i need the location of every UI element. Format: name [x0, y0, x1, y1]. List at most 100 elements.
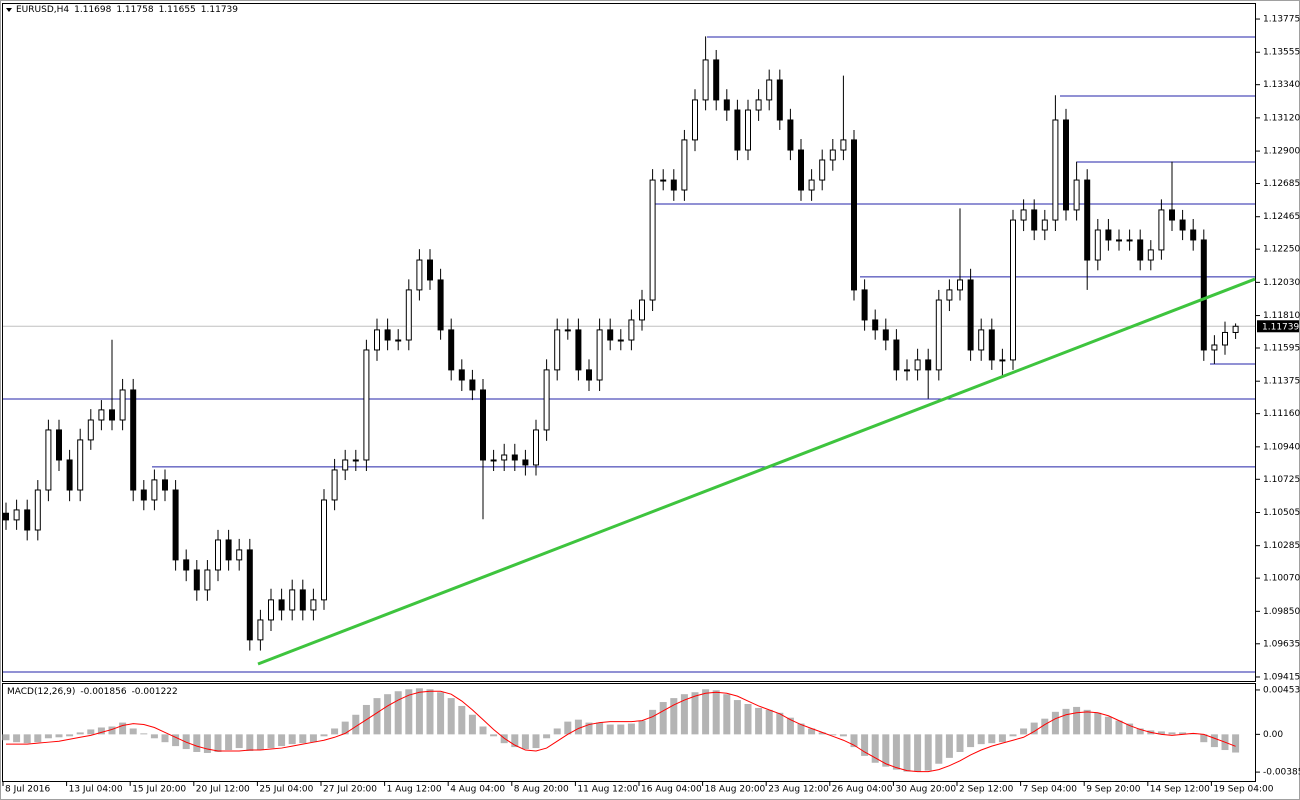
macd-bar — [744, 703, 752, 735]
macd-bar — [659, 702, 667, 735]
macd-pane-frame — [2, 683, 1256, 782]
x-tick-label: 16 Aug 04:00 — [641, 785, 702, 795]
candle-body — [3, 512, 9, 521]
y-tick-label: 1.11160 — [1263, 409, 1300, 419]
candle-body — [448, 329, 455, 371]
y-tick-label: 1.10285 — [1263, 541, 1300, 551]
candle-body — [1094, 229, 1101, 261]
candle-body — [1105, 229, 1112, 241]
candle-body — [289, 589, 296, 611]
candle-body — [554, 329, 561, 371]
x-tick-label: 30 Aug 20:00 — [895, 785, 956, 795]
y-tick-label: 1.12030 — [1263, 278, 1300, 288]
candle-body — [56, 429, 62, 461]
candle-body — [395, 339, 402, 342]
macd-bar — [426, 689, 434, 735]
macd-bar — [256, 734, 264, 751]
candle-body — [342, 459, 349, 471]
x-tick-label: 15 Jul 20:00 — [132, 785, 186, 795]
macd-bar — [776, 712, 784, 735]
signal-value: -0.001222 — [131, 687, 178, 697]
macd-bar — [108, 726, 116, 735]
macd-bar — [490, 734, 498, 737]
candle-body — [321, 499, 327, 601]
candle-body — [490, 459, 497, 462]
macd-bar — [1020, 728, 1028, 735]
candle-body — [861, 289, 868, 321]
x-tick-label: 18 Aug 20:00 — [705, 785, 766, 795]
macd-bar — [193, 734, 201, 752]
x-tick-label: 13 Jul 04:00 — [69, 785, 123, 795]
macd-bar — [1210, 734, 1218, 748]
x-tick-label: 27 Jul 20:00 — [323, 785, 377, 795]
candle-body — [681, 139, 688, 191]
macd-bar — [97, 727, 105, 735]
y-tick-label: 0.00 — [1263, 730, 1283, 740]
macd-bar — [458, 705, 466, 735]
menu-arrow[interactable] — [6, 8, 12, 12]
macd-bar — [299, 734, 307, 744]
macd-bar — [479, 726, 487, 735]
macd-bar — [34, 734, 42, 743]
candle-body — [204, 569, 211, 591]
candle-body — [776, 79, 783, 121]
candle-body — [511, 454, 518, 461]
macd-bar — [87, 729, 95, 735]
candle-body — [649, 179, 656, 301]
macd-bar — [553, 728, 561, 735]
macd-bar — [786, 717, 794, 735]
macd-bar — [755, 707, 763, 735]
candle-body — [480, 389, 486, 461]
candle-body — [787, 119, 794, 151]
macd-bar — [1051, 711, 1059, 735]
candle-body — [236, 549, 243, 561]
macd-bar — [606, 724, 614, 735]
macd-bar — [331, 728, 339, 735]
candle-body — [1041, 219, 1048, 231]
candle-body — [543, 369, 550, 431]
candle-body — [872, 319, 879, 331]
candle-body — [246, 549, 253, 641]
candle-body — [522, 459, 529, 466]
candle-body — [215, 539, 221, 571]
macd-bar — [415, 688, 423, 735]
y-tick-label: 1.10070 — [1263, 574, 1300, 584]
macd-bar — [2, 734, 10, 741]
candle-body — [98, 409, 105, 421]
macd-bar — [1179, 732, 1187, 735]
y-tick-label: 1.11375 — [1263, 377, 1300, 387]
candle-body — [1063, 119, 1069, 211]
macd-bar — [1136, 728, 1144, 735]
ohlc-high: 1.11758 — [116, 5, 154, 15]
candle-body — [1222, 331, 1228, 346]
candle-body — [533, 429, 539, 466]
macd-bar — [225, 734, 233, 751]
x-tick-label: 23 Aug 12:00 — [768, 785, 829, 795]
candle-body — [469, 379, 476, 391]
macd-bar — [956, 734, 964, 752]
candle-body — [1232, 325, 1239, 333]
macd-bar — [797, 723, 805, 735]
y-tick-label: 1.12250 — [1263, 245, 1300, 255]
candle-body — [1126, 239, 1133, 242]
macd-bar — [818, 732, 826, 735]
y-tick-label: -0.003854 — [1263, 768, 1300, 778]
y-tick-label: 1.09850 — [1263, 607, 1300, 617]
macd-bar — [924, 734, 932, 771]
candle-body — [1137, 239, 1144, 261]
y-tick-label: 1.13340 — [1263, 80, 1300, 90]
x-tick-label: 14 Sep 12:00 — [1150, 785, 1210, 795]
candle-body — [639, 299, 645, 321]
macd-bar — [839, 734, 847, 737]
x-tick-label: 4 Aug 04:00 — [450, 785, 505, 795]
y-tick-label: 1.13555 — [1263, 48, 1300, 58]
macd-bar — [76, 732, 84, 735]
macd-bar — [1232, 734, 1240, 753]
candle-body — [151, 479, 158, 501]
candle-body — [34, 489, 41, 531]
y-tick-label: 1.11595 — [1263, 344, 1300, 354]
candle-body — [1190, 229, 1197, 241]
macd-bar — [521, 734, 529, 750]
macd-bar — [203, 734, 211, 753]
